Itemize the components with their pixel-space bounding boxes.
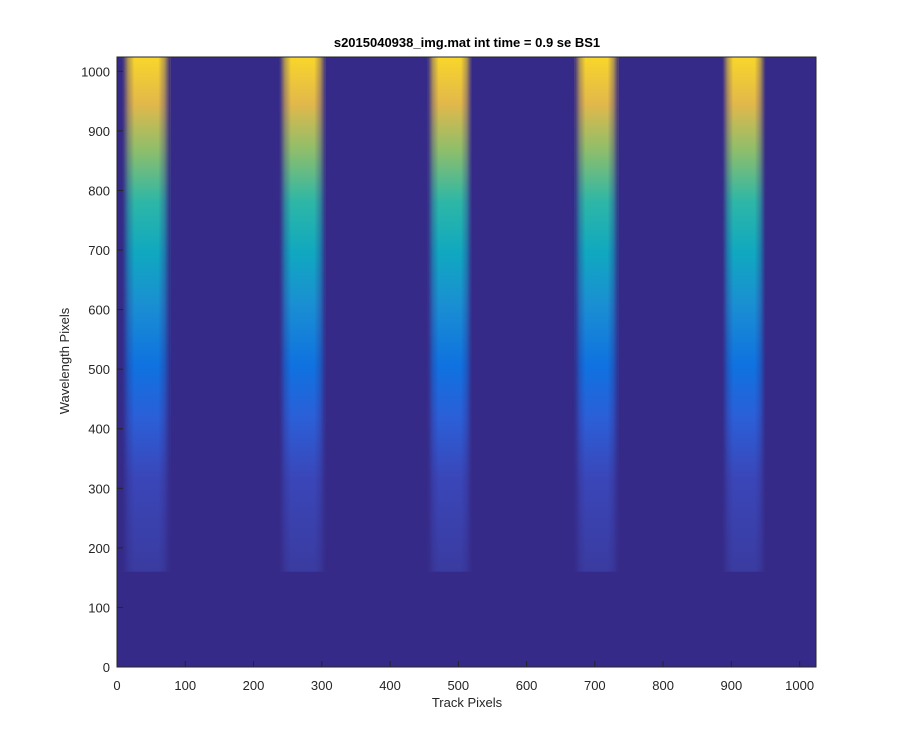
x-tick-label: 0 [113,678,120,693]
y-tick-label: 300 [88,481,110,496]
y-tick-label: 600 [88,303,110,318]
heatmap-bands [122,57,766,572]
heatmap-band-4 [574,57,619,572]
chart-title: s2015040938_img.mat int time = 0.9 se BS… [334,35,600,50]
heatmap-band-edge-shading [279,57,326,572]
heatmap-band-edge-shading [722,57,766,572]
heatmap-band-5 [722,57,766,572]
y-tick-label: 200 [88,541,110,556]
x-tick-label: 700 [584,678,606,693]
x-tick-label: 500 [447,678,469,693]
y-axis: 0 100 200 300 400 500 600 700 800 900 1000 [81,64,123,675]
y-tick-label: 700 [88,243,110,258]
x-tick-label: 600 [516,678,538,693]
x-tick-label: 900 [721,678,743,693]
heatmap-band-2 [279,57,326,572]
heatmap-band-edge-shading [427,57,472,572]
heatmap-band-edge-shading [574,57,619,572]
y-axis-label: Wavelength Pixels [57,307,72,414]
x-tick-label: 300 [311,678,333,693]
x-tick-label: 100 [174,678,196,693]
y-tick-label: 900 [88,124,110,139]
y-tick-label: 0 [103,660,110,675]
heatmap-band-3 [427,57,472,572]
y-tick-label: 500 [88,362,110,377]
x-tick-label: 200 [243,678,265,693]
y-tick-label: 800 [88,183,110,198]
x-tick-label: 400 [379,678,401,693]
heatmap-band-edge-shading [122,57,171,572]
x-axis: 0 100 200 300 400 500 600 700 800 900 1000 [113,661,814,693]
y-tick-label: 400 [88,422,110,437]
x-axis-label: Track Pixels [432,695,503,710]
plot-frame [116,56,817,668]
heatmap-band-1 [122,57,171,572]
y-tick-label: 1000 [81,64,110,79]
y-tick-label: 100 [88,600,110,615]
x-tick-label: 1000 [785,678,814,693]
x-tick-label: 800 [652,678,674,693]
